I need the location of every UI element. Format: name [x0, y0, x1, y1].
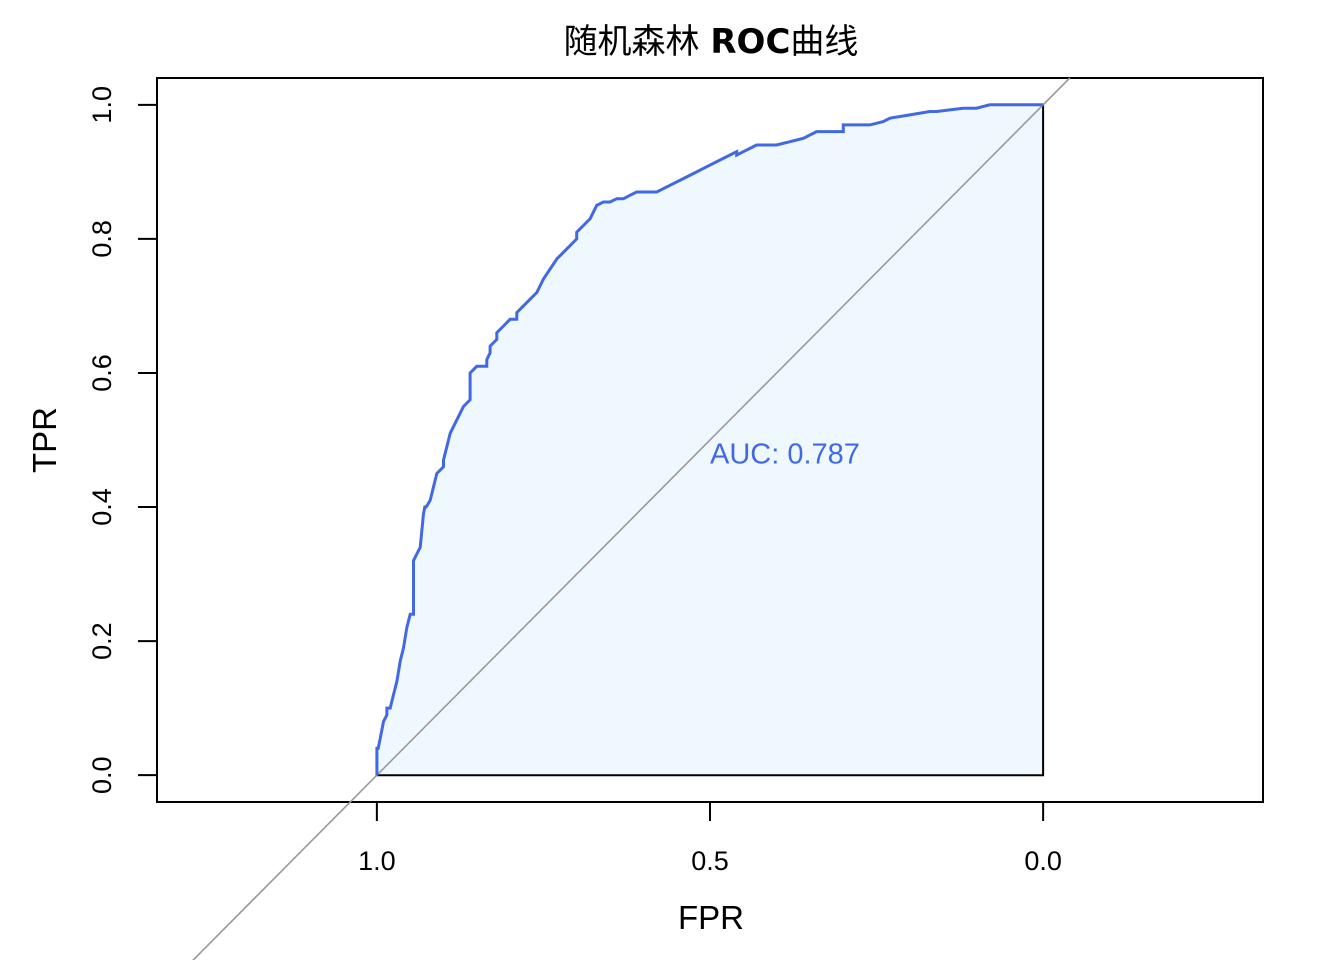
chart-title-prefix: 随机森林: [564, 22, 711, 62]
chart-title: 随机森林 ROC曲线: [564, 22, 859, 62]
chart-title-suffix: 曲线: [790, 22, 858, 62]
auc-annotation: AUC: 0.787: [710, 438, 860, 470]
y-tick-label: 0.2: [87, 622, 117, 660]
y-axis: 0.0 0.2 0.4 0.6 0.8 1.0: [87, 86, 158, 794]
y-tick-label: 0.6: [87, 354, 117, 392]
x-tick-label: 0.0: [1024, 846, 1062, 876]
y-tick-label: 0.4: [87, 488, 117, 526]
chart-title-bold: ROC: [710, 22, 790, 62]
chance-diagonal-line: [192, 77, 1071, 960]
roc-curve-line: [375, 103, 1044, 776]
y-tick-label: 1.0: [87, 86, 117, 124]
y-axis-label: TPR: [26, 407, 63, 473]
x-tick-label: 0.5: [691, 846, 729, 876]
plot-marks: AUC: 0.787: [192, 77, 1071, 960]
x-axis-label: FPR: [678, 899, 744, 936]
x-axis: 1.0 0.5 0.0: [358, 801, 1062, 876]
x-tick-label: 1.0: [358, 846, 396, 876]
y-tick-label: 0.8: [87, 220, 117, 258]
y-tick-label: 0.0: [87, 756, 117, 794]
